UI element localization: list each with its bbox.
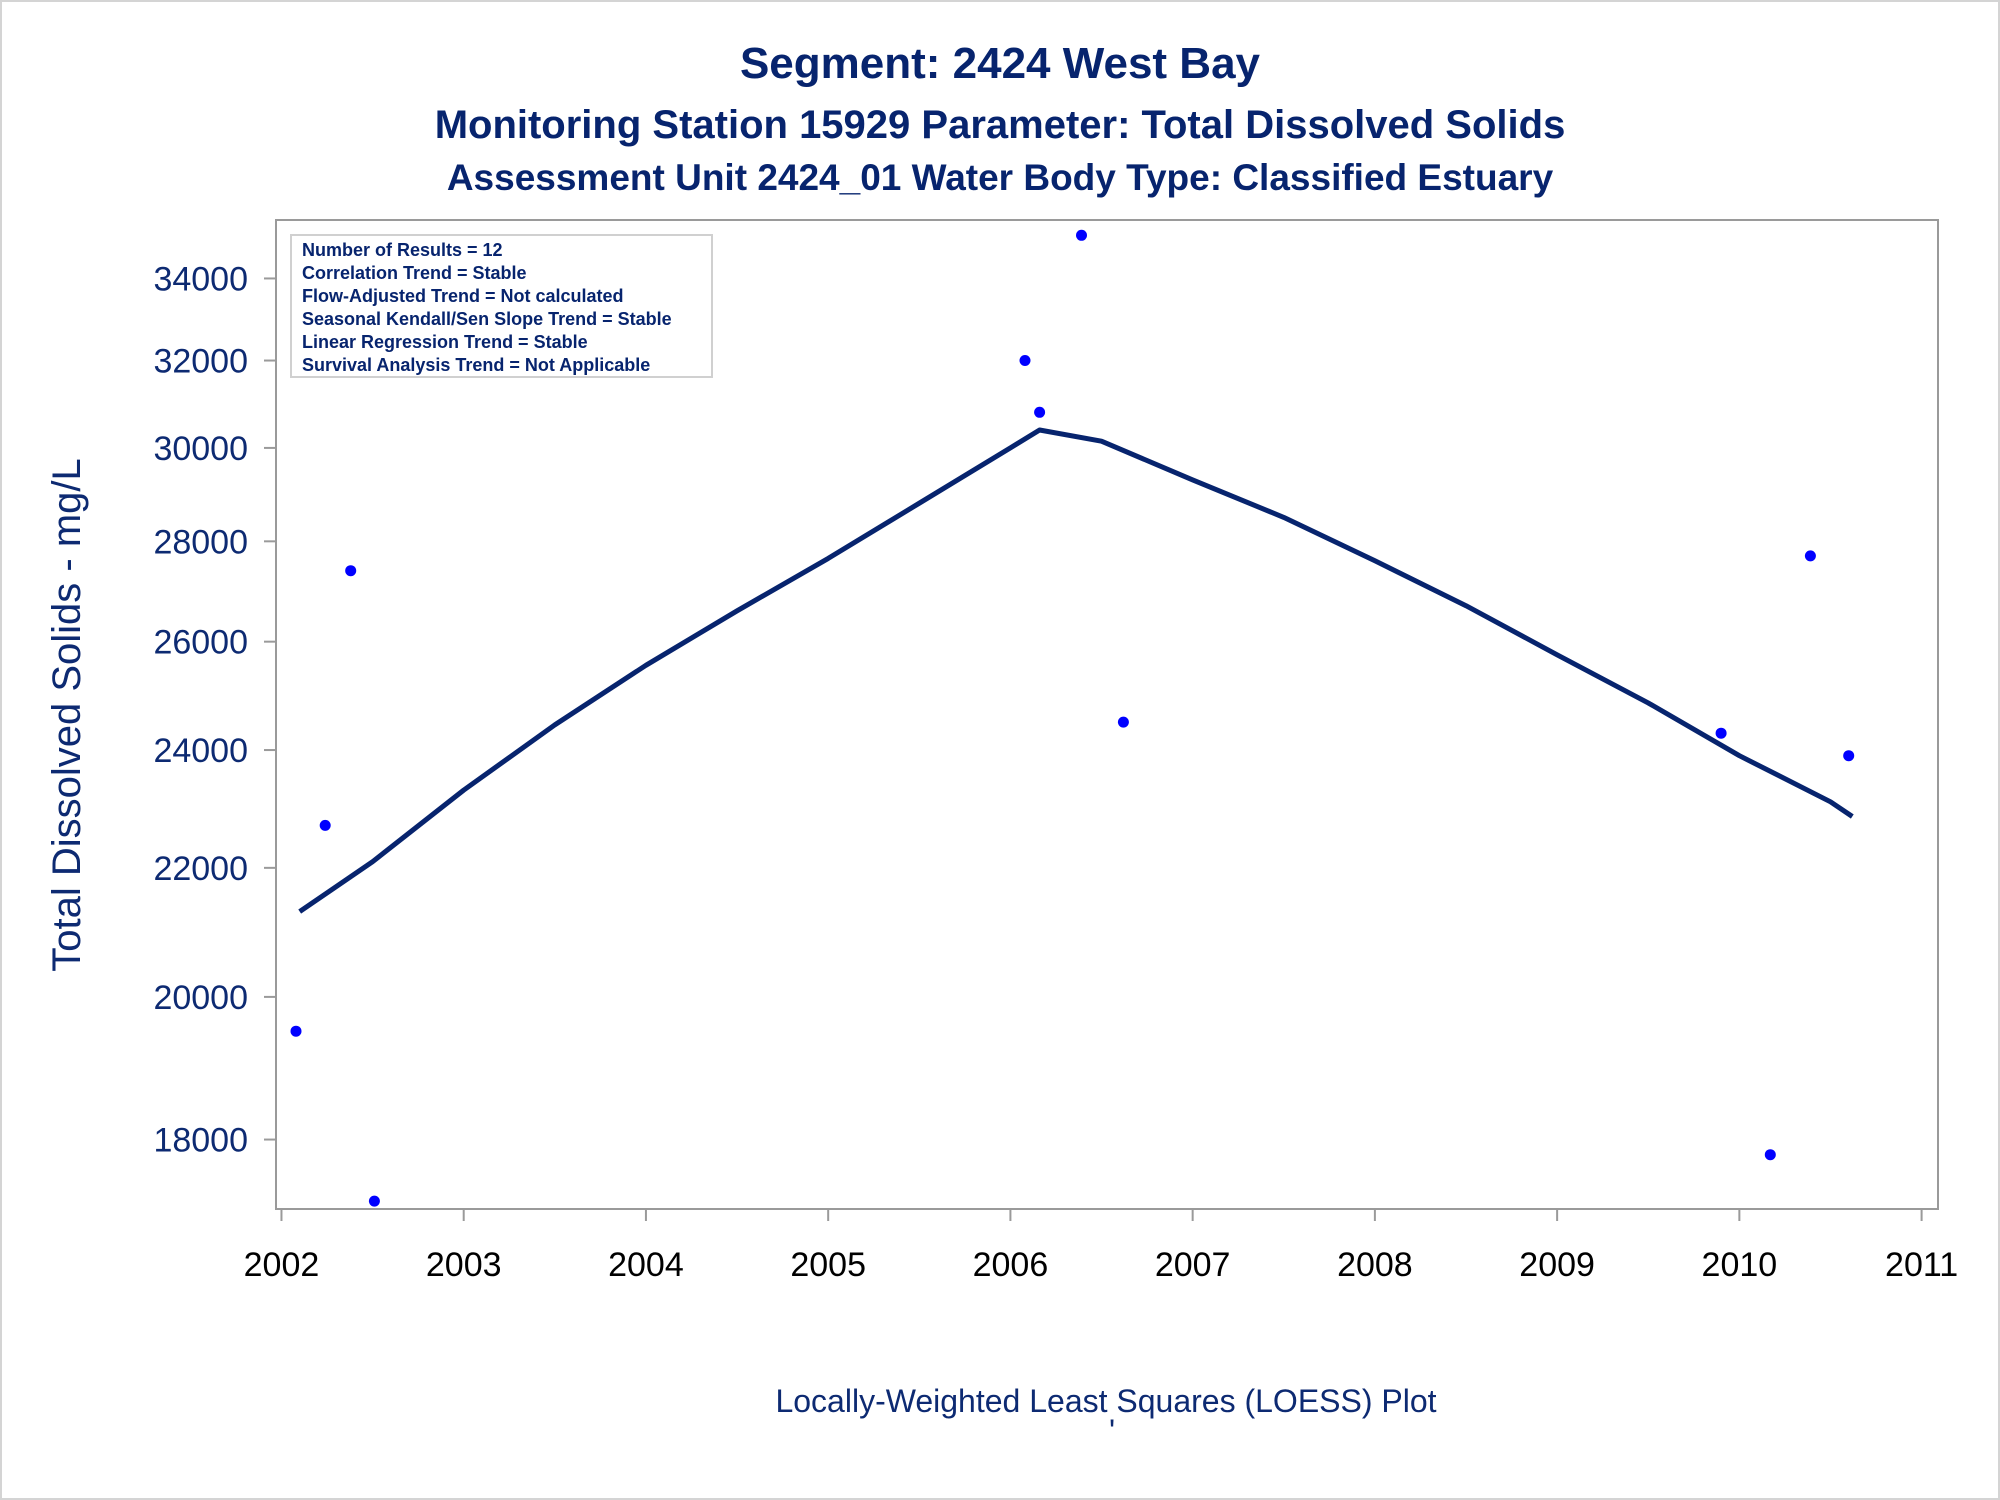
- y-tick-label: 34000: [153, 260, 248, 298]
- x-tick-label: 2006: [973, 1246, 1049, 1284]
- data-point: [345, 565, 357, 577]
- data-point: [1117, 716, 1129, 728]
- stats-line-seasonal-kendall: Seasonal Kendall/Sen Slope Trend = Stabl…: [302, 309, 672, 329]
- data-point: [319, 819, 331, 831]
- data-point: [1804, 550, 1816, 562]
- stats-line-flow-adjusted: Flow-Adjusted Trend = Not calculated: [302, 286, 624, 306]
- data-point: [1764, 1149, 1776, 1161]
- stats-line-results: Number of Results = 12: [302, 240, 503, 260]
- chart-subtitle: Monitoring Station 15929 Parameter: Tota…: [435, 103, 1566, 147]
- loess-layer: [298, 427, 1854, 914]
- data-point: [1715, 727, 1727, 739]
- y-tick-label: 26000: [153, 624, 248, 662]
- y-axis-label: Total Dissolved Solids - mg/L: [45, 458, 89, 972]
- x-tick-label: 2005: [790, 1246, 866, 1284]
- y-tick-label: 30000: [153, 430, 248, 468]
- y-tick-label: 32000: [153, 343, 248, 381]
- x-tick-label: 2004: [608, 1246, 684, 1284]
- chart-subtitle-2: Assessment Unit 2424_01 Water Body Type:…: [447, 157, 1554, 198]
- stats-line-survival: Survival Analysis Trend = Not Applicable: [302, 355, 650, 375]
- y-axis: 18000 20000 22000 24000 26000 28000 30000 32000…: [153, 260, 276, 1160]
- y-tick-label: 20000: [153, 979, 248, 1017]
- x-tick-label: 2007: [1155, 1246, 1231, 1284]
- data-point: [1076, 229, 1087, 241]
- chart-title: Segment: 2424 West Bay: [740, 39, 1261, 88]
- data-point: [368, 1195, 380, 1207]
- stats-line-linear-regression: Linear Regression Trend = Stable: [302, 332, 588, 352]
- footnote-mark: ': [1109, 1413, 1115, 1449]
- x-tick-label: 2008: [1337, 1246, 1413, 1284]
- data-point: [1019, 355, 1031, 366]
- footnote: Locally-Weighted Least Squares (LOESS) P…: [775, 1383, 1436, 1419]
- points-layer: [290, 229, 1855, 1207]
- data-point: [290, 1025, 302, 1037]
- y-tick-label: 24000: [153, 732, 248, 770]
- stats-line-correlation: Correlation Trend = Stable: [302, 263, 527, 283]
- stats-box-border: [290, 234, 713, 378]
- data-point: [1034, 406, 1046, 418]
- x-tick-label: 2002: [244, 1246, 320, 1284]
- y-tick-label: 28000: [153, 523, 248, 561]
- x-tick-label: 2010: [1702, 1246, 1778, 1284]
- y-tick-label: 18000: [153, 1122, 248, 1160]
- plot-area: [275, 219, 1939, 1210]
- x-axis: 2002 2003 2004 2005 2006 2007 2008 2009 2010 2011: [244, 1209, 1958, 1284]
- loess-line: [298, 427, 1854, 914]
- x-tick-label: 2009: [1519, 1246, 1595, 1284]
- stats-box: Number of Results = 12 Correlation Trend…: [290, 234, 713, 378]
- y-tick-label: 22000: [153, 850, 248, 888]
- x-tick-label: 2011: [1885, 1246, 1958, 1284]
- x-tick-label: 2003: [426, 1246, 502, 1284]
- data-point: [1843, 750, 1855, 762]
